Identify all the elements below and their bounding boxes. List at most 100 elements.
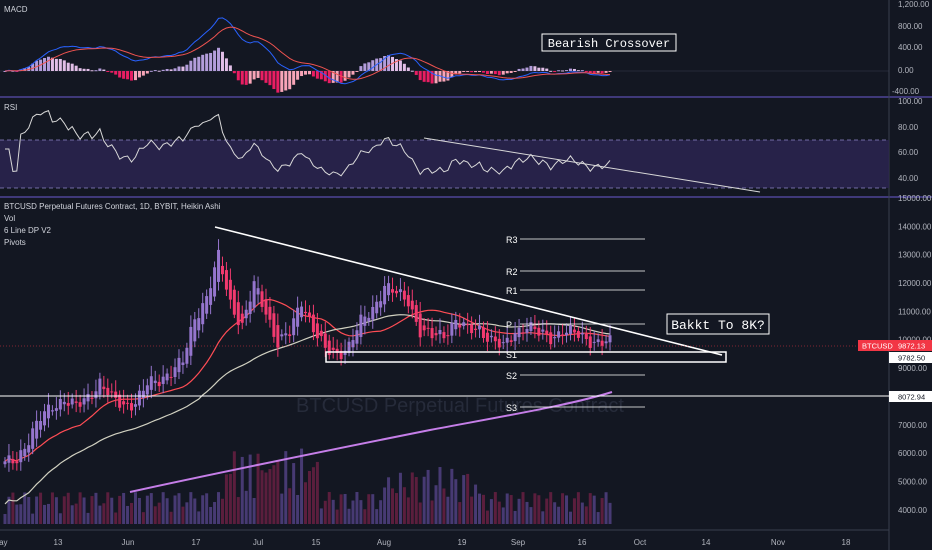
price-tick-14000: 14000.00 — [898, 222, 932, 231]
volume-bar — [276, 460, 280, 524]
candle-body — [62, 401, 66, 405]
candle-body — [604, 341, 608, 344]
candle-body — [481, 327, 485, 338]
ma-long-line — [129, 391, 613, 493]
pivot-s3-label: S3 — [506, 403, 517, 413]
volume-bar — [43, 504, 47, 524]
macd-hist-bar — [470, 71, 474, 73]
macd-hist-bar — [600, 71, 604, 74]
candle-body — [264, 299, 268, 315]
macd-hist-bar — [311, 71, 315, 77]
candle-body — [347, 341, 351, 353]
macd-hist-bar — [331, 71, 335, 83]
macd-hist-bar — [82, 68, 86, 71]
candle-body — [529, 322, 533, 331]
volume-bar — [268, 469, 272, 524]
macd-hist-bar — [31, 63, 35, 71]
volume-bar — [541, 511, 545, 524]
candle-body — [379, 301, 383, 308]
macd-hist-bar — [98, 68, 102, 71]
volume-bar — [442, 488, 446, 524]
macd-hist-bar — [391, 56, 395, 71]
rsi-tick-80: 80.00 — [898, 123, 919, 132]
annotation-bearish-crossover[interactable]: Bearish Crossover — [541, 33, 677, 52]
macd-hist-bar — [86, 68, 90, 71]
candle-body — [161, 376, 165, 384]
macd-hist-bar — [145, 71, 149, 74]
macd-hist-bar — [315, 71, 319, 79]
volume-bar — [604, 492, 608, 524]
volume-bar — [98, 505, 102, 524]
volume-bar — [232, 451, 236, 524]
macd-hist-bar — [288, 71, 292, 90]
volume-bar — [521, 492, 525, 524]
annotation-bakkt[interactable]: Bakkt To 8K? — [666, 313, 770, 335]
macd-hist-bar — [272, 71, 276, 90]
date-tick-5: 15 — [312, 538, 321, 547]
macd-hist-bar — [446, 71, 450, 81]
macd-hist-bar — [410, 70, 414, 72]
candle-body — [19, 450, 23, 463]
candle-body — [517, 327, 521, 338]
candle-body — [7, 455, 11, 463]
volume-bar — [248, 454, 252, 524]
candle-body — [608, 335, 612, 343]
macd-hist-bar — [280, 71, 284, 92]
candle-body — [307, 312, 311, 317]
macd-title: MACD — [4, 5, 28, 14]
volume-bar — [236, 497, 240, 524]
candle-body — [339, 350, 343, 360]
macd-hist-bar — [35, 60, 39, 71]
candle-body — [276, 325, 280, 348]
macd-hist-bar — [505, 71, 509, 74]
candle-body — [359, 314, 363, 337]
macd-hist-bar — [481, 71, 485, 73]
macd-lines — [4, 17, 611, 85]
candle-body — [466, 324, 470, 326]
candle-body — [181, 362, 185, 366]
candle-body — [331, 347, 335, 350]
volume-bar — [197, 511, 201, 524]
candle-body — [90, 397, 94, 399]
volume-bar — [466, 473, 470, 524]
macd-axis: 1,200.00 800.00 400.00 0.00 -400.00 — [892, 0, 930, 96]
volume-bar — [118, 495, 122, 524]
volume-bar — [122, 492, 126, 524]
candle-body — [568, 325, 572, 334]
volume-bar — [387, 477, 391, 524]
macd-hist-bar — [23, 68, 27, 71]
volume-bar — [7, 496, 11, 524]
macd-hist-bar — [561, 70, 565, 72]
candle-body — [50, 410, 54, 412]
volume-bars — [3, 448, 612, 524]
date-axis[interactable]: May 13 Jun 17 Jul 15 Aug 19 Sep 16 Oct 14 Nov 18 — [0, 538, 851, 547]
volume-bar — [462, 475, 466, 524]
candle-body — [422, 325, 426, 331]
candle-body — [232, 289, 236, 315]
candle-body — [126, 402, 130, 404]
volume-bar — [375, 509, 379, 524]
candle-body — [323, 333, 327, 348]
macd-hist-bar — [355, 71, 359, 72]
macd-hist-bar — [367, 62, 371, 71]
macd-hist-bar — [596, 71, 600, 73]
macd-hist-bar — [584, 71, 588, 72]
candle-body — [383, 285, 387, 305]
price-tick-5000: 5000.00 — [898, 477, 927, 486]
volume-bar — [402, 487, 406, 524]
macd-hist-bar — [201, 54, 205, 71]
macd-hist-bar — [474, 71, 478, 73]
volume-bar — [102, 503, 106, 524]
volume-bar — [288, 488, 292, 524]
candle-body — [576, 331, 580, 338]
candle-body — [367, 317, 371, 322]
volume-bar — [209, 506, 213, 524]
volume-bar — [327, 492, 331, 524]
candle-body — [521, 332, 525, 334]
candle-body — [224, 270, 228, 290]
volume-bar — [169, 511, 173, 524]
candle-body — [418, 313, 422, 338]
pivot-r1-label: R1 — [506, 286, 518, 296]
macd-hist-bar — [141, 71, 145, 76]
